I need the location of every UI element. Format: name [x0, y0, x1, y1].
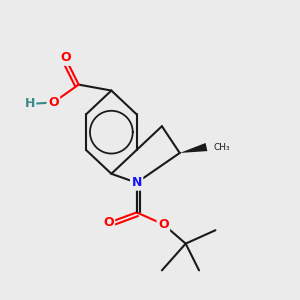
Text: O: O [158, 218, 169, 231]
Polygon shape [180, 143, 207, 153]
Text: O: O [103, 216, 114, 229]
Text: N: N [131, 176, 142, 189]
Text: O: O [60, 51, 70, 64]
Text: CH₃: CH₃ [214, 142, 230, 152]
Text: H: H [24, 98, 35, 110]
Text: O: O [48, 96, 59, 109]
